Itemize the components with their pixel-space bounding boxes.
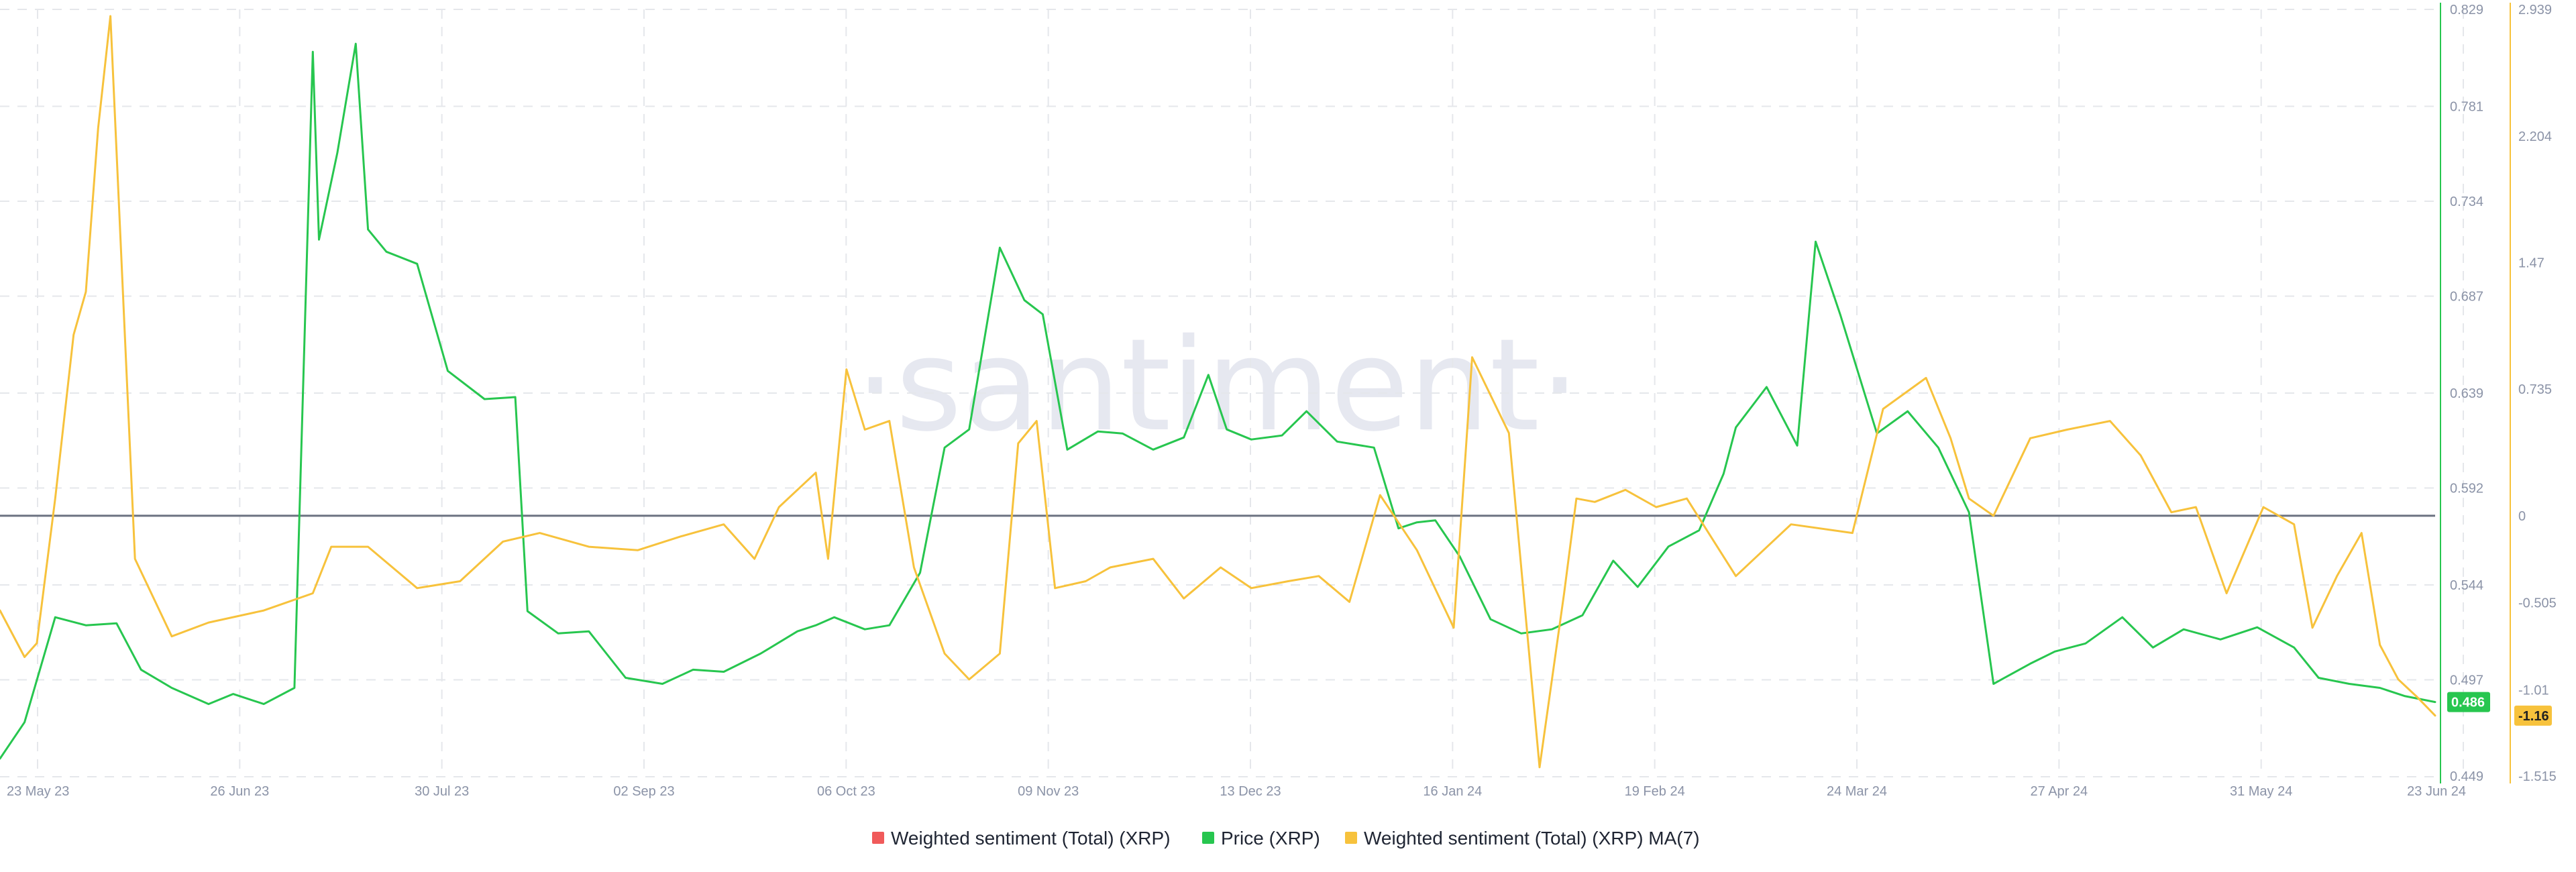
sentiment-tick-label: 2.939 (2518, 3, 2552, 17)
sentiment-axis-ticks: 2.939 2.204 1.47 0.735 0 -0.505 -1.01 -1.515 (2518, 3, 2557, 784)
sentiment-tick-label: 0 (2518, 509, 2526, 524)
legend-item-label: Weighted sentiment (Total) (XRP) MA(7) (1364, 828, 1700, 849)
price-series-line (0, 42, 2436, 760)
price-tick-label: 0.639 (2450, 386, 2483, 401)
x-tick-label: 19 Feb 24 (1625, 784, 1685, 799)
price-tick-label: 0.734 (2450, 195, 2483, 209)
price-tick-label: 0.687 (2450, 289, 2483, 304)
current-sentiment-label: -1.16 (2518, 709, 2549, 724)
sentiment-tick-label: -0.505 (2518, 596, 2557, 611)
sentiment-tick-label: 2.204 (2518, 129, 2552, 144)
sentiment-tick-label: 1.47 (2518, 256, 2544, 270)
legend-item-label: Price (XRP) (1221, 828, 1320, 849)
legend-swatch (1345, 832, 1357, 844)
x-tick-label: 13 Dec 23 (1220, 784, 1281, 799)
current-price-label: 0.486 (2451, 696, 2485, 710)
legend: Weighted sentiment (Total) (XRP) Price (X… (872, 828, 1700, 849)
sentiment-tick-label: -1.515 (2518, 769, 2557, 784)
price-tick-label: 0.781 (2450, 100, 2483, 115)
series-layer (0, 15, 2436, 769)
price-tick-label: 0.592 (2450, 481, 2483, 496)
x-tick-label: 09 Nov 23 (1018, 784, 1079, 799)
current-price-badge: 0.486 (2447, 692, 2490, 712)
legend-item-label: Weighted sentiment (Total) (XRP) (891, 828, 1171, 849)
x-tick-label: 31 May 24 (2230, 784, 2292, 799)
sentiment-ma7-series-line (0, 15, 2436, 769)
x-tick-label: 23 Jun 24 (2407, 784, 2466, 799)
x-tick-label: 27 Apr 24 (2031, 784, 2088, 799)
legend-swatch (1202, 832, 1214, 844)
x-tick-label: 16 Jan 24 (1423, 784, 1482, 799)
x-tick-label: 06 Oct 23 (817, 784, 875, 799)
x-tick-label: 24 Mar 24 (1827, 784, 1887, 799)
x-tick-label: 30 Jul 23 (415, 784, 469, 799)
sentiment-tick-label: -1.01 (2518, 683, 2549, 698)
price-axis-ticks: 0.829 0.781 0.734 0.687 0.639 0.592 0.544 0.497… (2450, 3, 2483, 784)
legend-swatch (872, 832, 884, 844)
current-sentiment-badge: -1.16 (2514, 705, 2552, 726)
sentiment-tick-label: 0.735 (2518, 382, 2552, 397)
price-tick-label: 0.544 (2450, 578, 2483, 593)
watermark: ·santiment· (855, 311, 1580, 459)
gridlines (0, 9, 2464, 777)
price-tick-label: 0.829 (2450, 3, 2483, 17)
price-tick-label: 0.449 (2450, 769, 2483, 784)
x-tick-label: 02 Sep 23 (613, 784, 674, 799)
x-axis-ticks: 23 May 23 26 Jun 23 30 Jul 23 02 Sep 23 06 O… (7, 784, 2466, 799)
x-tick-label: 26 Jun 23 (210, 784, 269, 799)
x-tick-label: 23 May 23 (7, 784, 69, 799)
price-tick-label: 0.497 (2450, 673, 2483, 688)
